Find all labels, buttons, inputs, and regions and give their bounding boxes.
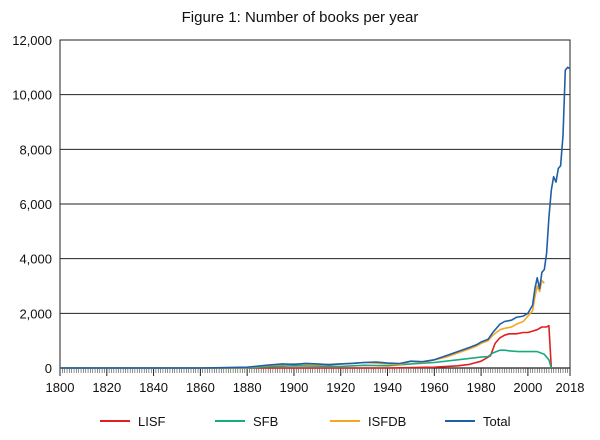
- legend: LISF SFB ISFDB Total: [100, 414, 511, 429]
- y-tick-label: 10,000: [12, 88, 52, 103]
- x-tick-label: 1940: [373, 380, 402, 395]
- y-tick-label: 0: [45, 361, 52, 376]
- x-tick-label: 1820: [92, 380, 121, 395]
- legend-label: LISF: [138, 414, 166, 429]
- x-tick-label: 1960: [420, 380, 449, 395]
- y-tick-label: 4,000: [19, 252, 52, 267]
- x-tick-label: 1980: [467, 380, 496, 395]
- y-axis: 0 2,000 4,000 6,000 8,000 10,000 12,000: [12, 33, 52, 376]
- x-tick-label: 1900: [279, 380, 308, 395]
- x-tick-label: 1880: [233, 380, 262, 395]
- series-line-lisf: [60, 324, 553, 369]
- series-line-total: [60, 66, 571, 369]
- legend-label: ISFDB: [368, 414, 406, 429]
- y-tick-label: 6,000: [19, 197, 52, 212]
- series-line-sfb: [60, 349, 553, 369]
- legend-label: Total: [483, 414, 511, 429]
- y-tick-label: 2,000: [19, 306, 52, 321]
- x-axis: 1800 1820 1840 1860 1880 1900 1920 1940 1960 1980…: [46, 367, 585, 395]
- chart-title: Figure 1: Number of books per year: [182, 9, 419, 26]
- y-tick-label: 8,000: [19, 142, 52, 157]
- x-tick-label: 1860: [186, 380, 215, 395]
- x-tick-label: 1920: [326, 380, 355, 395]
- y-tick-label: 12,000: [12, 33, 52, 48]
- series-line-isfdb: [60, 279, 545, 369]
- x-tick-label: 1840: [139, 380, 168, 395]
- x-tick-label: 2018: [556, 380, 585, 395]
- x-tick-label: 2000: [513, 380, 542, 395]
- grid: [59, 39, 571, 369]
- series: [60, 66, 571, 369]
- legend-label: SFB: [253, 414, 278, 429]
- x-tick-label: 1800: [46, 380, 75, 395]
